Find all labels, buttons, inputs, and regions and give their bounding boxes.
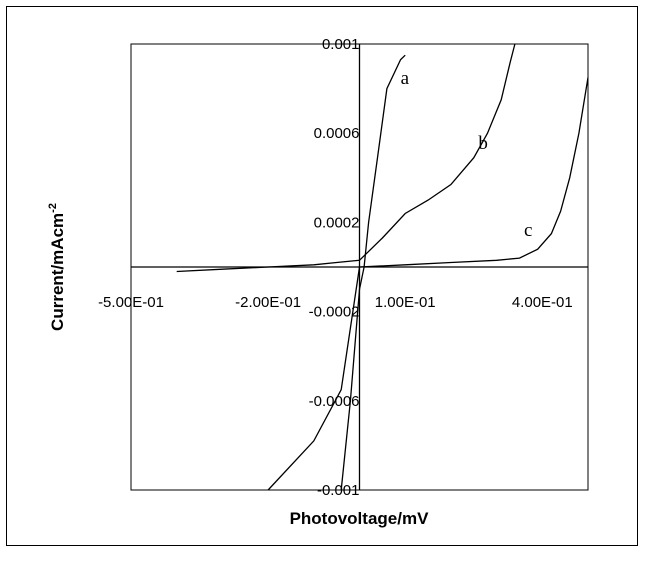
- y-axis-title: Current/mAcm-2: [47, 203, 67, 331]
- series-group: [176, 43, 589, 491]
- series-line-c: [267, 77, 589, 491]
- y-tick-label: 0.001: [322, 36, 360, 53]
- y-tick-label: 0.0006: [314, 125, 360, 142]
- x-tick-label: -5.00E-01: [98, 294, 164, 311]
- chart-frame: -5.00E-01 -2.00E-01 1.00E-01 4.00E-01 0.001 0…: [6, 6, 638, 546]
- y-tick-label: -0.0002: [309, 304, 360, 321]
- y-tick-label: -0.001: [317, 482, 360, 499]
- series-line-a: [340, 54, 406, 491]
- tick-labels-group: -5.00E-01 -2.00E-01 1.00E-01 4.00E-01 0.001 0…: [98, 36, 573, 499]
- x-axis-title: Photovoltage/mV: [290, 509, 430, 528]
- x-tick-label: -2.00E-01: [235, 294, 301, 311]
- y-tick-label: 0.0002: [314, 214, 360, 231]
- curve-label-c: c: [524, 220, 532, 241]
- curve-label-b: b: [478, 133, 488, 154]
- series-line-b: [176, 43, 516, 273]
- curve-label-a: a: [401, 68, 410, 89]
- y-axis-title-superscript: -2: [47, 203, 59, 213]
- y-axis-title-text: Current/mAcm: [48, 213, 67, 331]
- x-tick-label: 4.00E-01: [512, 294, 573, 311]
- curve-labels-group: a b c: [401, 68, 533, 241]
- y-tick-label: -0.0006: [309, 393, 360, 410]
- iv-curve-chart: -5.00E-01 -2.00E-01 1.00E-01 4.00E-01 0.001 0…: [47, 36, 589, 528]
- x-tick-label: 1.00E-01: [375, 294, 436, 311]
